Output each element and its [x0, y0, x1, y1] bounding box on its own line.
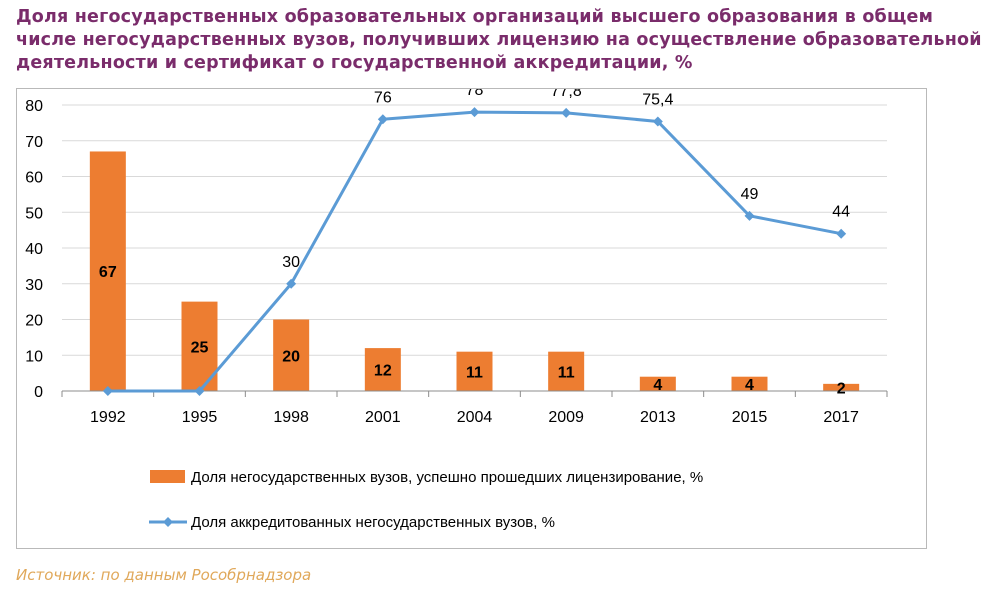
bar	[273, 319, 310, 391]
x-axis: 1992 1995 1998 2001 2004 2009 2013 2015 2017	[61, 390, 888, 426]
chart-title: Доля негосударственных образовательных о…	[16, 7, 982, 73]
x-tick-label: 2013	[640, 409, 676, 426]
x-tick-label: 2001	[365, 409, 401, 426]
x-tick-label: 1995	[182, 409, 218, 426]
line-series	[102, 107, 847, 396]
y-axis: 0 10 20 30 40 50 60 70 80	[25, 98, 43, 401]
line-point	[469, 107, 480, 118]
x-tick-label: 1998	[273, 409, 309, 426]
y-tick-label: 80	[25, 98, 43, 115]
chart-container: 0 10 20 30 40 50 60 70 80 1992 1995 1998 2001 2004 20…	[16, 88, 927, 549]
x-tick-label: 2004	[457, 409, 493, 426]
x-tick-label: 2017	[823, 409, 859, 426]
y-tick-label: 0	[34, 384, 43, 401]
line-point	[377, 114, 388, 125]
bar	[639, 376, 676, 391]
bar-data-label: 12	[374, 363, 392, 380]
line-point	[744, 210, 755, 221]
bar-data-label: 25	[191, 339, 209, 356]
y-tick-label: 30	[25, 277, 43, 294]
bar-data-label: 4	[745, 377, 754, 394]
bar-data-label: 4	[653, 377, 662, 394]
bar	[456, 351, 493, 391]
line-data-label: 75,4	[642, 91, 673, 108]
y-tick-label: 50	[25, 205, 43, 222]
line-point	[286, 278, 297, 289]
bar-data-label: 2	[837, 380, 846, 397]
y-tick-label: 10	[25, 348, 43, 365]
legend-bar-swatch	[150, 470, 185, 483]
legend-line-label: Доля аккредитованных негосударственных в…	[191, 514, 555, 531]
line-data-label: 77,8	[551, 89, 582, 100]
x-tick-label: 2015	[732, 409, 768, 426]
bar-data-label: 67	[99, 264, 117, 281]
bar-data-label: 11	[558, 364, 575, 381]
line-point	[102, 386, 113, 396]
x-tick-label: 2009	[548, 409, 584, 426]
line-data-label: 44	[832, 204, 850, 221]
legend-bar-label: Доля негосударственных вузов, успешно пр…	[191, 469, 703, 486]
y-tick-label: 60	[25, 170, 43, 187]
line-path	[107, 110, 842, 393]
legend: Доля негосударственных вузов, успешно пр…	[149, 469, 703, 531]
line-data-label: 78	[466, 89, 484, 99]
source-note: Источник: по данным Рособрнадзора	[16, 566, 312, 584]
y-tick-label: 40	[25, 241, 43, 258]
bar	[548, 351, 585, 391]
y-tick-label: 70	[25, 134, 43, 151]
line-point	[836, 228, 847, 239]
line-data-label: 76	[374, 89, 392, 106]
bar-data-label: 11	[466, 364, 483, 381]
bar	[89, 151, 126, 391]
x-tick-label: 1992	[90, 409, 126, 426]
bar	[731, 376, 768, 391]
bar	[364, 348, 401, 391]
bar	[823, 383, 860, 391]
line-data-label: 49	[741, 186, 759, 203]
line-point	[561, 107, 572, 118]
line-data-label: 30	[282, 254, 300, 271]
line-point	[652, 116, 663, 127]
legend-line-marker	[163, 517, 173, 527]
bar-data-label: 20	[282, 348, 300, 365]
y-tick-label: 20	[25, 313, 43, 330]
line-point	[194, 386, 205, 396]
